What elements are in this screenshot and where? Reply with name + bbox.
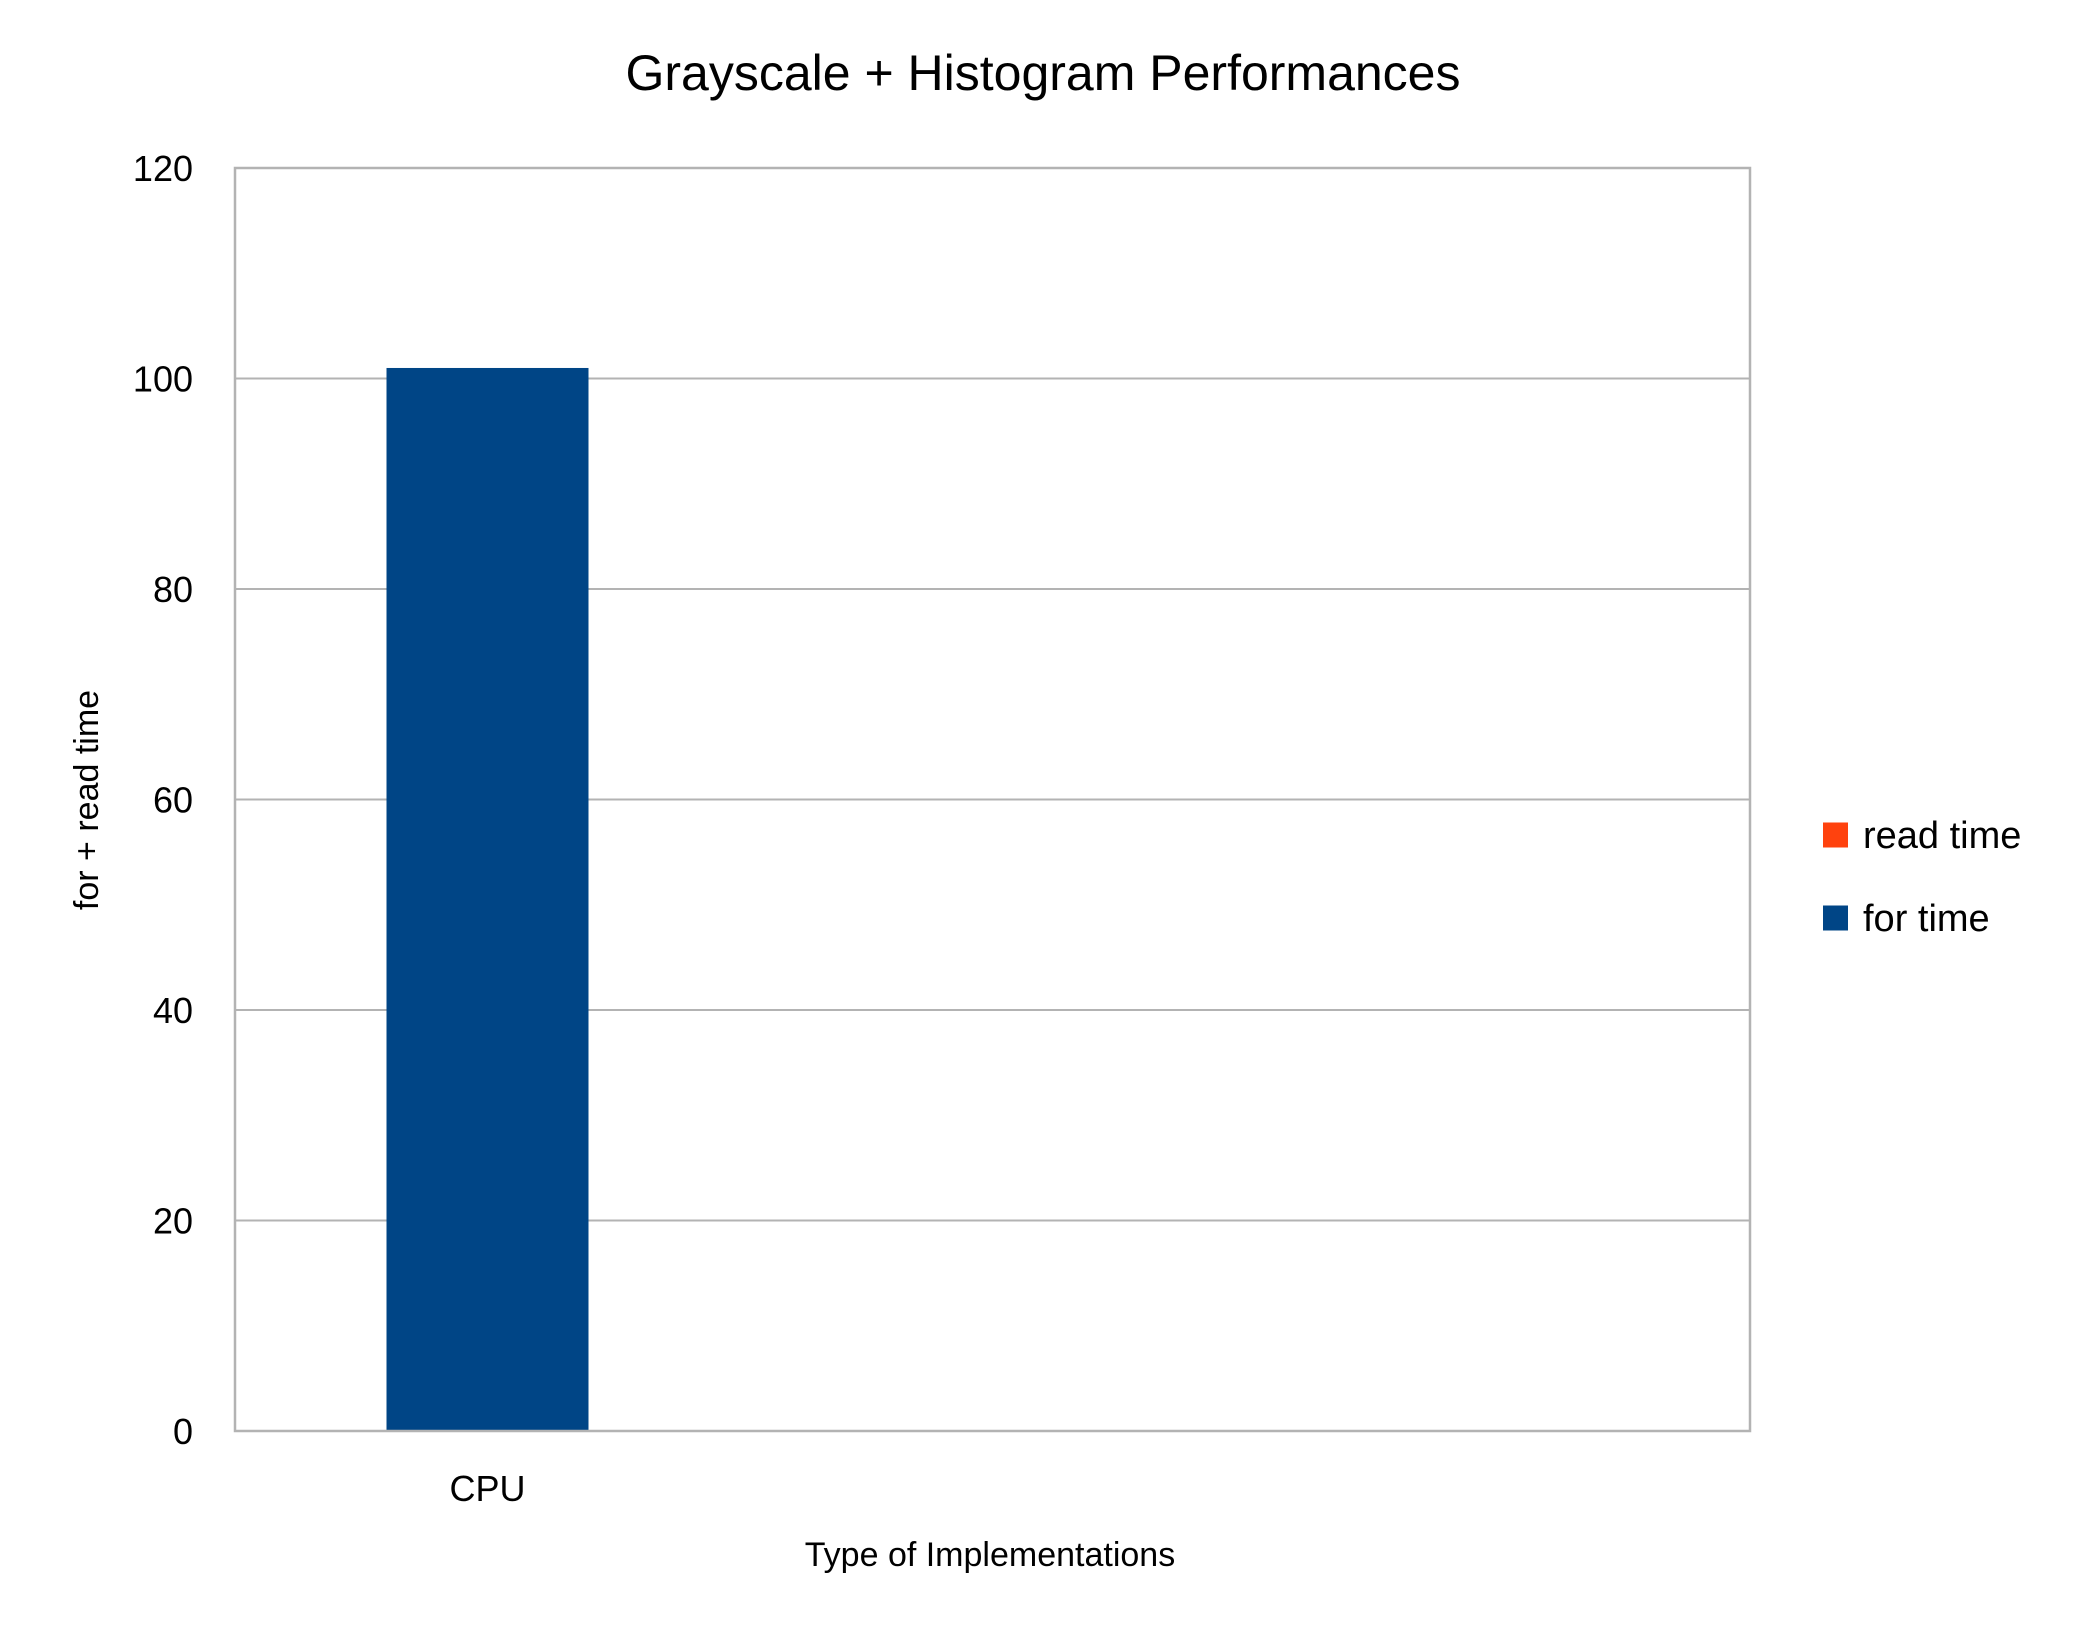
y-tick-label: 80 — [153, 569, 193, 610]
y-tick-label: 0 — [173, 1411, 193, 1452]
bars — [386, 367, 589, 1432]
y-axis-title: for + read time — [68, 690, 106, 910]
x-axis-title: Type of Implementations — [805, 1536, 1175, 1574]
legend-swatch — [1823, 822, 1848, 848]
legend-label: read time — [1863, 815, 2021, 857]
x-tick-labels: CPU — [449, 1468, 525, 1509]
y-tick-label: 100 — [133, 359, 193, 400]
plot-frame — [233, 166, 1752, 1433]
y-tick-label: 40 — [153, 990, 193, 1031]
chart-title: Grayscale + Histogram Performances — [625, 45, 1460, 101]
y-tick-label: 60 — [153, 780, 193, 821]
legend: read time for time — [1823, 815, 2021, 940]
legend-label: for time — [1863, 898, 1990, 940]
axes — [233, 166, 1752, 1433]
y-tick-label: 120 — [133, 148, 193, 189]
y-tick-label: 20 — [153, 1201, 193, 1242]
y-tick-labels: 0 20 40 60 80 100 120 — [133, 148, 193, 1452]
bar-for-time-CPU — [386, 367, 589, 1432]
x-tick-label: CPU — [449, 1468, 525, 1509]
legend-swatch — [1823, 905, 1848, 931]
